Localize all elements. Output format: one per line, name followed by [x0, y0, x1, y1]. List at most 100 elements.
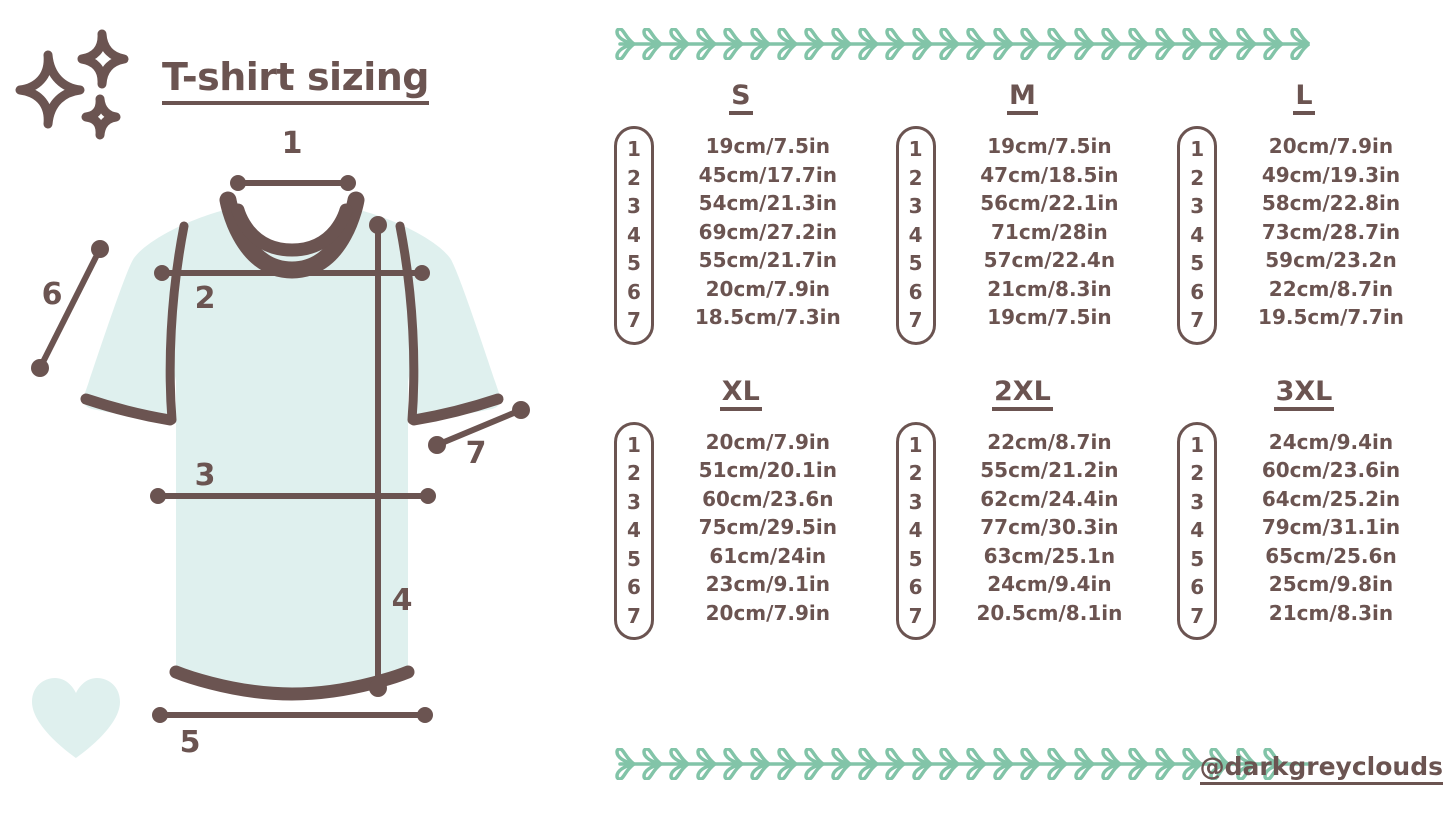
index-2: 2 [1190, 461, 1205, 485]
measurement-line-1 [230, 175, 356, 191]
index-3: 3 [627, 489, 641, 514]
index-3: 3 [627, 194, 641, 218]
measurement-label-6: 6 [42, 277, 63, 312]
size-value: 60cm/23.6n [702, 486, 834, 511]
index-6: 6 [1190, 279, 1205, 304]
size-table-grid: S 1 2 3 4 5 6 7 19cm/7.5in [600, 82, 1445, 640]
size-value: 79cm/31.1in [1261, 515, 1401, 539]
index-6: 6 [908, 279, 923, 304]
index-1: 1 [1190, 432, 1205, 457]
size-value: 22cm/8.7in [1268, 276, 1394, 301]
size-value: 65cm/25.6n [1265, 543, 1397, 568]
measurement-line-3 [150, 488, 436, 504]
index-6: 6 [908, 575, 923, 599]
index-3: 3 [908, 489, 923, 514]
size-value: 19cm/7.5in [987, 134, 1112, 158]
index-2: 2 [627, 461, 641, 485]
index-7: 7 [627, 603, 641, 628]
size-value: 64cm/25.2in [1261, 486, 1401, 511]
sparkles-icon [14, 22, 144, 142]
size-value: 75cm/29.5in [698, 515, 837, 539]
measurement-label-7: 7 [466, 436, 487, 471]
index-6: 6 [1190, 575, 1205, 599]
index-4: 4 [1190, 222, 1205, 247]
size-header-2xl: 2XL [882, 378, 1164, 422]
index-5: 5 [1190, 251, 1205, 275]
index-3: 3 [1190, 489, 1205, 514]
size-table-panel: S 1 2 3 4 5 6 7 19cm/7.5in [600, 0, 1445, 813]
size-value: 20cm/7.9in [705, 600, 830, 625]
page-title: T-shirt sizing [162, 57, 429, 105]
measurement-index-pill: 1 2 3 4 5 6 7 [614, 126, 654, 345]
size-value: 58cm/22.8in [1261, 191, 1401, 215]
size-header-l: L [1163, 82, 1445, 126]
size-value: 23cm/9.1in [705, 572, 830, 596]
size-value: 62cm/24.4in [980, 486, 1119, 511]
size-value: 20cm/7.9in [1268, 134, 1394, 158]
size-value: 47cm/18.5in [980, 162, 1119, 187]
size-value: 60cm/23.6in [1261, 458, 1401, 482]
size-value: 73cm/28.7in [1261, 219, 1401, 244]
social-handle[interactable]: @darkgreyclouds [1199, 753, 1443, 785]
size-value: 24cm/9.4in [1268, 429, 1394, 454]
measurement-line-5 [152, 707, 433, 723]
size-block-l: L 1 2 3 4 5 6 7 20cm/7.9in [1163, 82, 1445, 345]
index-5: 5 [1190, 546, 1205, 571]
index-1: 1 [627, 432, 641, 457]
index-7: 7 [908, 603, 923, 628]
index-3: 3 [908, 194, 923, 218]
size-value: 71cm/28in [991, 219, 1108, 244]
size-value: 22cm/8.7in [987, 429, 1112, 454]
index-2: 2 [908, 165, 923, 190]
size-value: 54cm/21.3in [698, 191, 837, 215]
size-value: 63cm/25.1n [983, 543, 1116, 568]
index-7: 7 [1190, 308, 1205, 332]
size-value: 19.5cm/7.7in [1258, 305, 1404, 329]
index-2: 2 [908, 461, 923, 485]
size-value: 20cm/7.9in [705, 429, 830, 454]
index-7: 7 [627, 308, 641, 332]
index-1: 1 [908, 432, 923, 457]
size-block-xl: XL 1 2 3 4 5 6 7 20cm/7.9in [600, 378, 882, 640]
size-value: 19cm/7.5in [987, 305, 1112, 329]
size-value: 55cm/21.7in [698, 248, 837, 272]
index-4: 4 [627, 222, 641, 247]
measurement-label-2: 2 [195, 281, 216, 316]
index-1: 1 [627, 137, 641, 161]
size-value: 24cm/9.4in [987, 572, 1112, 596]
index-5: 5 [627, 546, 641, 571]
index-4: 4 [908, 518, 923, 542]
size-value: 25cm/9.8in [1268, 572, 1394, 596]
size-header-m: M [882, 82, 1164, 126]
size-value: 61cm/24in [709, 543, 827, 568]
size-value: 49cm/19.3in [1261, 162, 1401, 187]
index-2: 2 [1190, 165, 1205, 190]
size-block-s: S 1 2 3 4 5 6 7 19cm/7.5in [600, 82, 882, 345]
size-value: 55cm/21.2in [980, 458, 1119, 482]
size-value: 45cm/17.7in [698, 162, 837, 187]
size-value: 20cm/7.9in [705, 276, 830, 301]
measurement-label-3: 3 [195, 458, 216, 493]
measurement-index-pill: 1 2 3 4 5 6 7 [895, 421, 936, 640]
size-value: 21cm/8.3in [987, 276, 1112, 301]
measurement-label-5: 5 [180, 725, 201, 760]
index-1: 1 [908, 137, 923, 161]
index-1: 1 [1190, 137, 1205, 161]
index-4: 4 [1190, 518, 1205, 542]
size-value: 19cm/7.5in [705, 134, 830, 158]
size-header-xl: XL [600, 378, 882, 422]
heart-icon [30, 676, 122, 760]
index-4: 4 [908, 222, 923, 247]
index-4: 4 [627, 518, 641, 542]
measurement-index-pill: 1 2 3 4 5 6 7 [614, 421, 654, 640]
measurement-label-1: 1 [282, 126, 303, 161]
leaf-vine-divider-top [614, 27, 1314, 64]
index-6: 6 [627, 575, 641, 599]
size-block-2xl: 2XL 1 2 3 4 5 6 7 22cm/8.7in [882, 378, 1164, 640]
size-block-3xl: 3XL 1 2 3 4 5 6 7 24cm/9.4in [1163, 378, 1445, 640]
index-5: 5 [908, 251, 923, 275]
size-value: 77cm/30.3in [980, 515, 1119, 539]
index-7: 7 [1190, 603, 1205, 628]
measurement-index-pill: 1 2 3 4 5 6 7 [895, 126, 936, 345]
